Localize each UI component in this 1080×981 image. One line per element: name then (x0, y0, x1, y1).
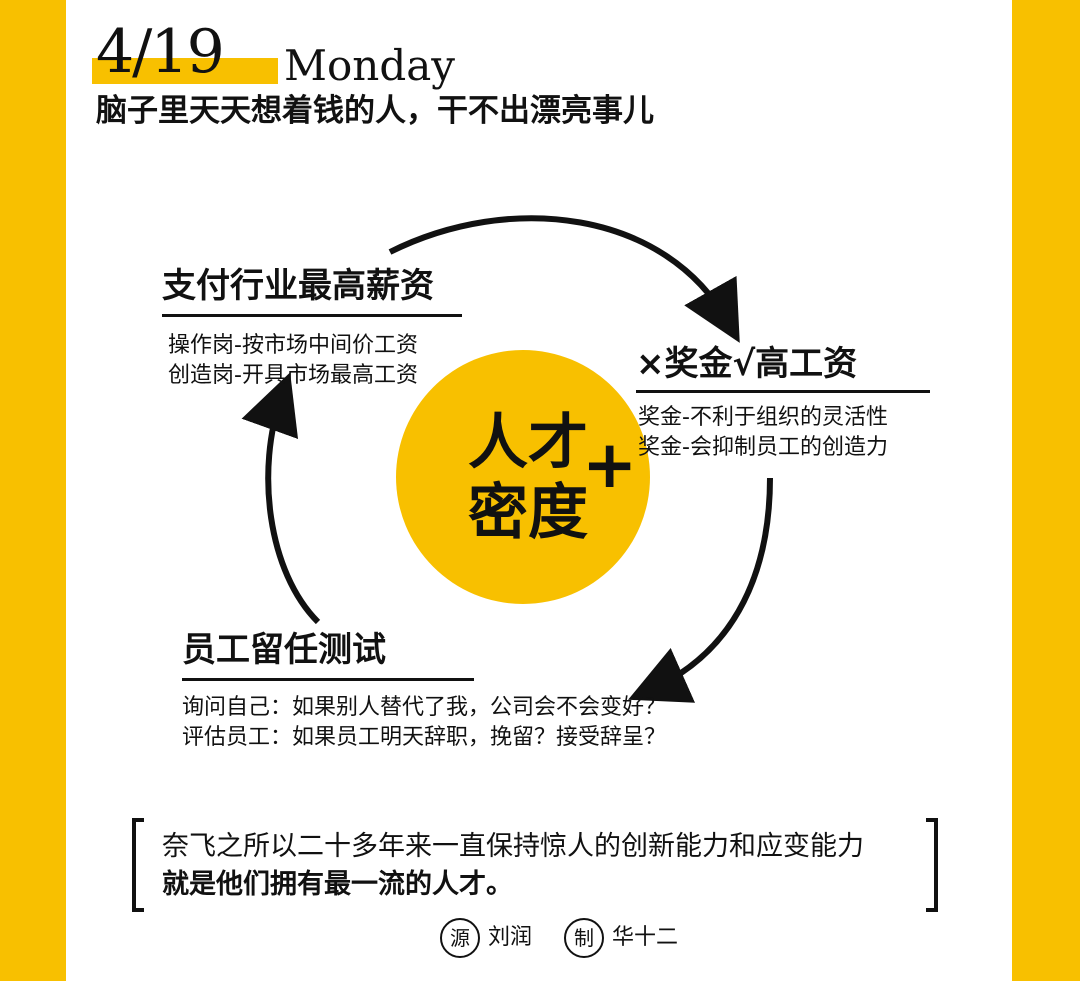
center-label-line1: 人才 (468, 408, 588, 478)
right-bracket (926, 818, 938, 912)
credit-maker: 制 华十二 (564, 918, 678, 958)
center-label-line2: 密度 (468, 478, 588, 548)
center-label: 人才 密度 (458, 408, 598, 548)
center-circle (396, 350, 650, 604)
arrow-left (241, 372, 321, 625)
node-bonus-line: 奖金-不利于组织的灵活性 (638, 405, 888, 430)
node-bonus-rule (636, 390, 930, 393)
node-retention-rule (182, 678, 474, 681)
arrow-bottom-right (628, 477, 773, 703)
date: 4/19 (96, 17, 225, 87)
quote-box: 奈飞之所以二十多年来一直保持惊人的创新能力和应变能力 就是他们拥有最一流的人才。 (162, 828, 864, 904)
node-retention-line: 评估员工：如果员工明天辞职，挽留？接受辞呈？ (182, 725, 667, 750)
source-name: 刘润 (488, 925, 533, 950)
maker-badge: 制 (564, 918, 604, 958)
node-retention: 员工留任测试 询问自己：如果别人替代了我，公司会不会变好？ 评估员工：如果员工明… (182, 630, 666, 753)
quote-line-1: 奈飞之所以二十多年来一直保持惊人的创新能力和应变能力 (162, 831, 864, 862)
date-highlight-bar (92, 58, 278, 84)
left-bracket (132, 818, 144, 912)
node-salary: 支付行业最高薪资 操作岗-按市场中间价工资 创造岗-开具市场最高工资 (162, 266, 462, 391)
node-retention-title: 员工留任测试 (182, 630, 386, 670)
node-bonus-title: ×奖金√高工资 (636, 344, 858, 384)
node-bonus-line: 奖金-会抑制员工的创造力 (638, 435, 888, 460)
node-salary-line: 创造岗-开具市场最高工资 (168, 363, 418, 388)
node-salary-line: 操作岗-按市场中间价工资 (168, 333, 418, 358)
weekday: Monday (284, 41, 455, 90)
node-salary-title: 支付行业最高薪资 (162, 266, 434, 306)
source-badge: 源 (440, 918, 480, 958)
subtitle: 脑子里天天想着钱的人，干不出漂亮事儿 (96, 93, 654, 129)
arrow-top-right (388, 215, 740, 343)
node-salary-rule (162, 314, 462, 317)
quote-line-2: 就是他们拥有最一流的人才。 (162, 869, 513, 900)
node-retention-line: 询问自己：如果别人替代了我，公司会不会变好？ (182, 695, 667, 720)
plus-icon: + (582, 426, 638, 503)
maker-name: 华十二 (612, 925, 679, 950)
credit-source: 源 刘润 (440, 918, 532, 958)
node-bonus: ×奖金√高工资 奖金-不利于组织的灵活性 奖金-会抑制员工的创造力 (636, 344, 930, 463)
